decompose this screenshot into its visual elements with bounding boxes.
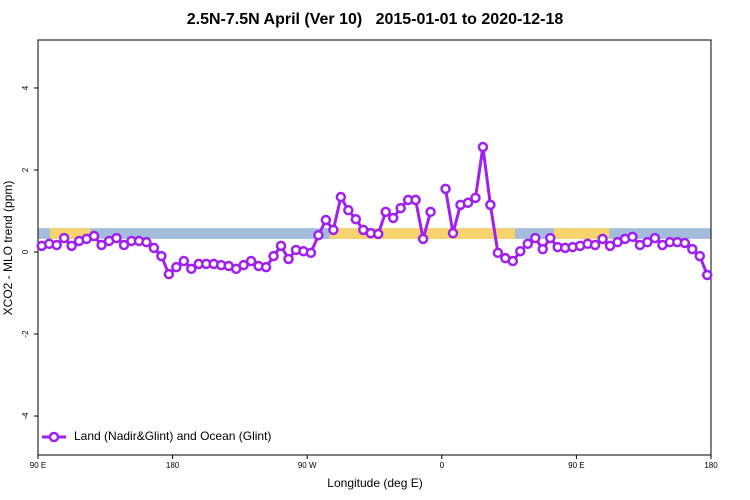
data-point [328,224,339,236]
data-point [88,230,100,242]
data-point [58,232,70,244]
y-tick-label: 4 [21,85,30,90]
data-point [597,233,608,245]
y-tick-label: 0 [21,249,30,254]
data-point [507,255,519,267]
data-point [178,255,190,267]
data-point [350,213,362,225]
x-tick-label: 180 [704,461,718,470]
data-point [522,238,534,250]
data-point [171,261,182,273]
data-point [694,250,706,262]
series-line [444,146,709,276]
data-point [148,242,160,254]
data-point [245,255,257,267]
data-point [186,263,197,275]
y-tick-label: -4 [21,412,30,420]
data-point [589,239,601,251]
data-point [260,261,272,273]
data-point [163,268,175,280]
data-point [447,227,459,239]
data-point [141,236,152,248]
data-point [410,194,421,206]
data-point [440,183,451,195]
land-segment [49,228,91,239]
x-tick-label: 90 E [568,461,584,470]
legend-label: Land (Nadir&Glint) and Ocean (Glint) [74,429,271,443]
data-point [395,202,406,214]
data-point [642,236,653,248]
data-point [649,232,661,244]
x-tick-label: 90 W [298,461,317,470]
data-point [156,250,167,262]
data-point [537,243,548,255]
land-segment [553,228,610,239]
data-point [51,239,62,251]
chart-title: 2.5N-7.5N April (Ver 10) 2015-01-01 to 2… [187,11,564,28]
data-point [238,259,249,271]
data-point [627,231,638,243]
data-point [687,243,698,255]
data-point [275,240,287,252]
data-point [66,240,77,252]
data-point [492,247,504,259]
data-point [462,197,474,209]
x-axis-label: Longitude (deg E) [327,476,422,490]
data-point [313,229,324,241]
data-point [320,214,332,226]
data-point [111,232,122,244]
data-point [372,228,384,240]
data-point [530,232,541,244]
y-axis-label: XCO2 - MLO trend (ppm) [1,181,15,316]
data-point [118,239,130,251]
data-point [283,253,294,265]
data-point [477,141,489,153]
data-point [485,199,496,211]
data-point [387,212,399,224]
legend-marker [48,431,60,443]
data-point [470,192,481,204]
data-point [343,204,354,216]
y-tick-label: -2 [21,330,30,338]
data-point [702,269,713,281]
y-tick-label: 2 [21,167,30,172]
x-tick-label: 90 E [30,461,46,470]
data-point [679,237,691,249]
data-point [417,233,429,245]
data-point [335,191,347,203]
x-tick-label: 180 [166,461,180,470]
data-point [96,239,107,251]
data-point [380,206,391,218]
data-point [515,245,526,257]
data-point [425,206,436,218]
x-tick-label: 0 [440,461,445,470]
data-point [305,247,317,259]
data-point [268,250,279,262]
data-point [544,232,556,244]
